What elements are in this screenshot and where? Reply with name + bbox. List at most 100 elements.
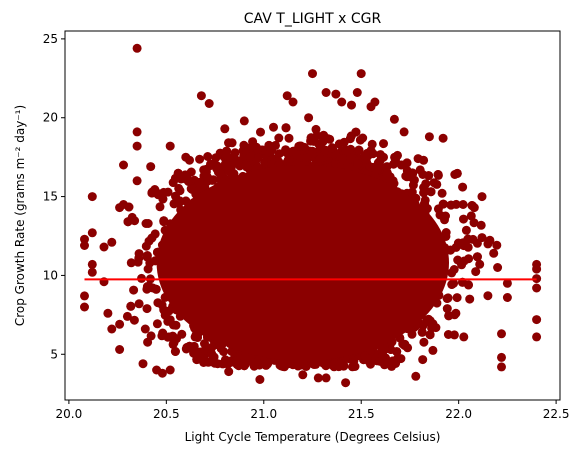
scatter-point [223, 360, 232, 369]
scatter-point [318, 137, 327, 146]
scatter-point [309, 137, 318, 146]
scatter-point [133, 127, 142, 136]
scatter-point [139, 359, 148, 368]
scatter-point [184, 177, 193, 186]
scatter-point [419, 156, 428, 165]
scatter-point [425, 132, 434, 141]
scatter-point [80, 291, 89, 300]
dense-points-layer [124, 123, 502, 371]
scatter-point [503, 293, 512, 302]
scatter-point [439, 200, 448, 209]
scatter-point [470, 203, 479, 212]
scatter-point [483, 291, 492, 300]
scatter-point [458, 183, 467, 192]
scatter-point [493, 263, 502, 272]
scatter-point [133, 142, 142, 151]
scatter-point [285, 134, 294, 143]
scatter-point [135, 299, 144, 308]
scatter-point [370, 98, 379, 107]
scatter-point [464, 243, 473, 252]
scatter-point [193, 349, 202, 358]
scatter-point [360, 151, 369, 160]
scatter-point [103, 309, 112, 318]
scatter-point [147, 234, 156, 243]
scatter-point [462, 226, 471, 235]
scatter-point [492, 241, 501, 250]
scatter-point [383, 170, 392, 179]
scatter-point [158, 194, 167, 203]
scatter-point [172, 321, 181, 330]
scatter-point [141, 325, 150, 334]
chart-title: CAV T_LIGHT x CGR [244, 11, 382, 27]
scatter-point [379, 153, 388, 162]
scatter-point [129, 286, 138, 295]
scatter-point [497, 353, 506, 362]
scatter-point [438, 189, 447, 198]
scatter-point [459, 332, 468, 341]
x-tick-label: 20.5 [153, 407, 180, 421]
x-tick-label: 20.0 [56, 407, 83, 421]
scatter-point [264, 141, 273, 150]
scatter-point [473, 252, 482, 261]
scatter-point [465, 295, 474, 304]
scatter-point [411, 372, 420, 381]
y-tick-label: 15 [43, 190, 58, 204]
scatter-point [166, 366, 175, 375]
scatter-point [232, 356, 241, 365]
scatter-point [222, 147, 231, 156]
scatter-point [356, 136, 365, 145]
scatter-point [169, 338, 178, 347]
scatter-point [159, 306, 168, 315]
scatter-point [447, 201, 456, 210]
scatter-point [123, 312, 132, 321]
scatter-point [424, 171, 433, 180]
scatter-point [240, 116, 249, 125]
scatter-point [443, 294, 452, 303]
scatter-point [353, 88, 362, 97]
scatter-point [224, 367, 233, 376]
scatter-point [119, 200, 128, 209]
scatter-point [143, 338, 152, 347]
scatter-point [308, 69, 317, 78]
scatter-point [408, 169, 417, 178]
scatter-point [450, 170, 459, 179]
scatter-point [464, 235, 473, 244]
scatter-point [203, 173, 212, 182]
scatter-point [299, 360, 308, 369]
scatter-point [133, 44, 142, 53]
y-tick-label: 25 [43, 32, 58, 46]
scatter-point [392, 347, 401, 356]
scatter-point [400, 127, 409, 136]
scatter-point [421, 179, 430, 188]
scatter-point [156, 202, 165, 211]
scatter-point [147, 189, 156, 198]
scatter-point [255, 375, 264, 384]
y-axis-label: Crop Growth Rate (grams m⁻² day⁻¹) [13, 105, 27, 326]
scatter-point [497, 362, 506, 371]
scatter-point [483, 239, 492, 248]
scatter-point [174, 169, 183, 178]
scatter-point [124, 217, 133, 226]
scatter-point [206, 161, 215, 170]
scatter-point [489, 249, 498, 258]
scatter-point [390, 115, 399, 124]
scatter-point [439, 134, 448, 143]
scatter-point [269, 123, 278, 132]
scatter-point [532, 315, 541, 324]
scatter-point [144, 265, 153, 274]
scatter-point [447, 280, 456, 289]
scatter-point [434, 170, 443, 179]
scatter-point [426, 330, 435, 339]
scatter-point [246, 152, 255, 161]
scatter-point [88, 228, 97, 237]
scatter-point [341, 378, 350, 387]
plot-area [80, 44, 541, 387]
scatter-point [216, 169, 225, 178]
scatter-point [335, 360, 344, 369]
scatter-point [348, 362, 357, 371]
scatter-point [107, 325, 116, 334]
scatter-point [532, 284, 541, 293]
scatter-point [459, 200, 468, 209]
scatter-point [221, 159, 230, 168]
scatter-point [331, 90, 340, 99]
